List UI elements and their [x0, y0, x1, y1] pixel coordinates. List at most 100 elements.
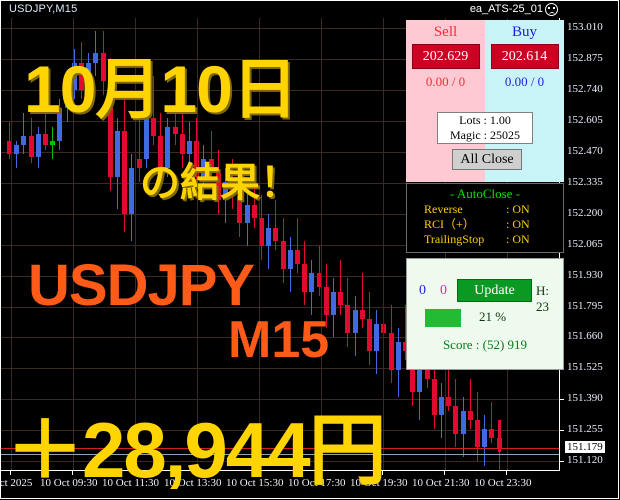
price-tick-label: 152.875: [567, 52, 603, 65]
time-tick: [134, 471, 135, 475]
chart-symbol-title: USDJPY,M15: [9, 3, 78, 15]
grid-line-horizontal: [1, 337, 559, 339]
autoclose-title: - AutoClose -: [449, 186, 521, 201]
grid-line-horizontal: [1, 368, 559, 370]
update-row-top: 0 0 Update H: 23: [407, 279, 563, 314]
grid-line-vertical: [197, 18, 198, 471]
grid-line-horizontal: [1, 121, 559, 123]
price-tick-label: 151.120: [567, 454, 603, 467]
price-tick-label: 152.200: [567, 206, 603, 219]
grid-line-horizontal: [1, 461, 559, 463]
price-tick: [560, 399, 564, 401]
ea-order-panel: Sell 202.629 0.00 / 0 Buy 202.614 0.00 /…: [406, 20, 564, 182]
autoclose-key: Reverse: [424, 202, 463, 216]
grid-line-horizontal: [1, 213, 559, 215]
price-scale[interactable]: 153.010 152.875 152.740 152.605 152.470 152.3…: [560, 18, 619, 471]
price-tick-label: 152.605: [567, 114, 603, 127]
autoclose-row-trailingstop: TrailingStop : ON: [407, 232, 563, 247]
grid-line-horizontal: [1, 399, 559, 401]
overlay-date-text: 10月10日: [24, 52, 298, 126]
time-tick: [72, 471, 73, 475]
price-tick-label: 153.010: [567, 21, 603, 34]
autoclose-row-reverse: Reverse : ON: [407, 202, 563, 217]
update-row-progress: 21 %: [407, 309, 563, 333]
time-tick: [382, 471, 383, 475]
time-tick-label: 10 Oct 15:30: [226, 477, 284, 489]
current-price-wick: [497, 419, 501, 452]
counter-blue: 0: [419, 283, 426, 298]
autoclose-key: RCI（+）: [424, 217, 475, 231]
grid-line-vertical: [73, 18, 74, 471]
autoclose-panel: - AutoClose - Reverse : ON RCI（+） : ON T…: [406, 183, 564, 253]
all-close-button[interactable]: All Close: [452, 149, 522, 170]
grid-line-vertical: [11, 18, 12, 471]
overlay-result-text: の結果！: [140, 161, 300, 205]
time-tick: [258, 471, 259, 475]
time-tick: [320, 471, 321, 475]
grid-line-horizontal: [1, 430, 559, 432]
price-tick-label: 151.795: [567, 299, 603, 312]
price-tick-label: 151.930: [567, 268, 603, 281]
overlay-timeframe-text: M15: [228, 311, 330, 369]
overlay-pair-text: USDJPY: [28, 253, 255, 318]
price-tick-label: 152.335: [567, 175, 603, 188]
grid-line-vertical: [383, 18, 384, 471]
magic-label: Magic : 25025: [450, 128, 520, 142]
price-tick-label: 151.660: [567, 330, 603, 343]
time-scale[interactable]: 10 Oct 2025 10 Oct 09:30 10 Oct 11:30 10 Oc…: [0, 471, 560, 499]
autoclose-row-rci: RCI（+） : ON: [407, 217, 563, 232]
update-panel: 0 0 Update H: 23 21 % Score : (52) 919: [406, 258, 564, 370]
price-tick: [560, 430, 564, 432]
autoclose-value: : ON: [506, 217, 530, 231]
grid-line-horizontal: [1, 306, 559, 308]
buy-label: Buy: [511, 24, 537, 40]
percent-label: 21 %: [479, 309, 507, 324]
time-tick-label: 10 Oct 19:30: [350, 477, 408, 489]
time-tick-label: 10 Oct 2025: [0, 477, 33, 489]
time-tick-label: 10 Oct 21:30: [412, 477, 470, 489]
progress-bar: [425, 309, 461, 327]
smiley-face-icon: [545, 3, 558, 16]
price-tick-label: 151.255: [567, 423, 603, 436]
time-tick-label: 10 Oct 11:30: [102, 477, 160, 489]
ea-name-label: ea_ATS-25_01: [469, 3, 543, 15]
grid-line-vertical: [135, 18, 136, 471]
sell-stats: 0.00 / 0: [425, 74, 466, 89]
price-tick-label: 152.065: [567, 237, 603, 250]
grid-line-horizontal: [1, 244, 559, 246]
grid-line-horizontal: [1, 90, 559, 92]
price-tick-label: 152.470: [567, 144, 603, 157]
time-tick: [196, 471, 197, 475]
grid-line-horizontal: [1, 28, 559, 30]
time-tick-label: 10 Oct 09:30: [40, 477, 98, 489]
update-button[interactable]: Update: [457, 279, 532, 302]
counter-magenta: 0: [440, 283, 447, 298]
grid-line-horizontal: [1, 275, 559, 277]
autoclose-value: : ON: [506, 232, 530, 246]
time-tick: [444, 471, 445, 475]
ask-price-line: [1, 453, 559, 455]
sell-button[interactable]: 202.629: [411, 44, 480, 69]
score-label: Score : (52) 919: [442, 337, 528, 352]
grid-line-horizontal: [1, 59, 559, 61]
time-tick: [506, 471, 507, 475]
autoclose-value: : ON: [506, 202, 530, 216]
time-axis-line: [1, 470, 559, 471]
price-tick-label: 151.525: [567, 361, 603, 374]
autoclose-key: TrailingStop: [424, 232, 485, 246]
time-tick-label: 10 Oct 23:30: [474, 477, 532, 489]
buy-button[interactable]: 202.614: [490, 44, 559, 69]
lots-magic-box: Lots : 1.00 Magic : 25025: [437, 112, 533, 144]
price-tick: [560, 461, 564, 463]
price-tick-label: 152.740: [567, 83, 603, 96]
current-price-label: 151.179: [565, 440, 605, 453]
time-tick-label: 10 Oct 17:30: [288, 477, 346, 489]
buy-stats: 0.00 / 0: [504, 74, 545, 89]
grid-line-vertical: [259, 18, 260, 471]
sell-label: Sell: [433, 24, 458, 40]
grid-line-horizontal: [1, 182, 559, 184]
time-tick-label: 10 Oct 13:30: [164, 477, 222, 489]
lots-label: Lots : 1.00: [459, 113, 511, 127]
hours-label: H: 23: [536, 283, 549, 314]
grid-line-vertical: [321, 18, 322, 471]
